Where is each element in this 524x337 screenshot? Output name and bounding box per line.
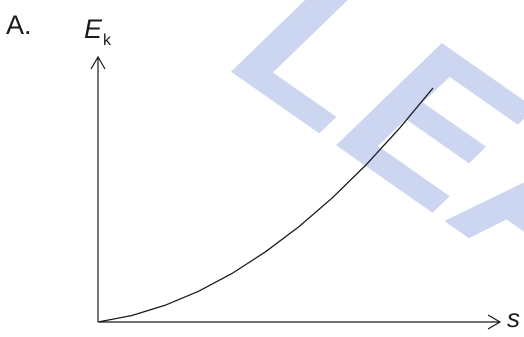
- y-axis-label: Ek: [84, 14, 111, 49]
- x-axis-arrowhead: [487, 314, 502, 330]
- y-axis-label-main: E: [84, 14, 103, 44]
- ek-curve: [97, 87, 434, 323]
- y-axis-arrowhead: [90, 55, 106, 70]
- watermark-text: LEA: [202, 0, 524, 332]
- x-axis: [98, 314, 502, 330]
- x-axis-label: s: [507, 303, 520, 333]
- y-axis: [90, 55, 106, 322]
- y-axis-label-subscript: k: [103, 32, 112, 49]
- option-label: A.: [6, 10, 32, 40]
- watermark: LEA: [202, 0, 524, 337]
